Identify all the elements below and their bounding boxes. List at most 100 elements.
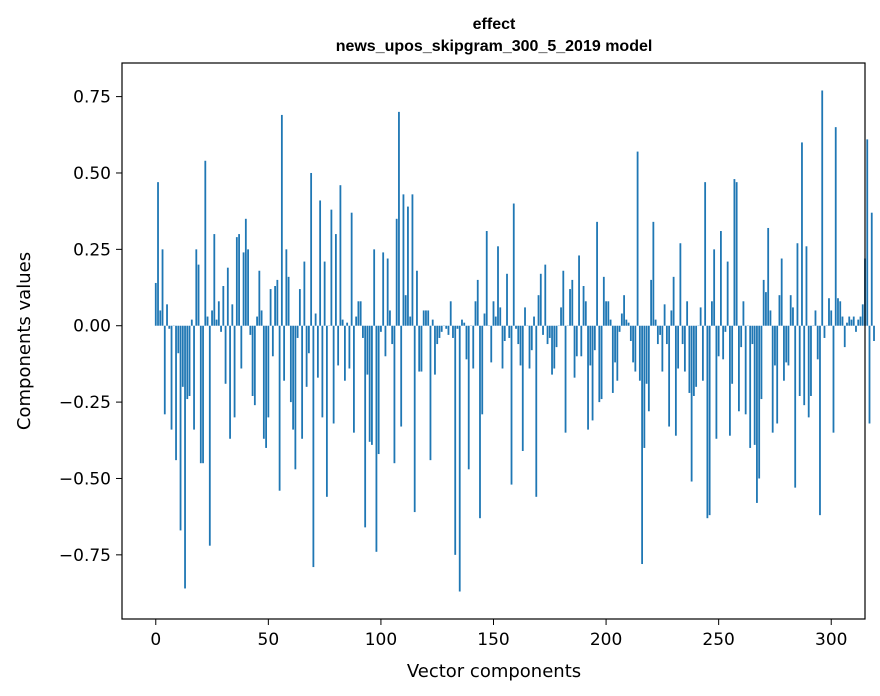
- bar: [834, 127, 837, 326]
- bar: [785, 325, 788, 363]
- bar: [765, 292, 767, 326]
- bar: [413, 325, 416, 513]
- bar: [593, 325, 596, 351]
- bar: [312, 325, 315, 568]
- bar: [377, 325, 380, 455]
- y-tick-label: 0.00: [73, 317, 111, 337]
- bar: [848, 316, 851, 326]
- bar: [298, 289, 301, 326]
- bar: [819, 325, 821, 516]
- bar: [395, 218, 398, 326]
- bar: [404, 295, 407, 326]
- bar: [422, 310, 425, 326]
- bar: [758, 325, 761, 479]
- bar: [692, 325, 695, 396]
- bar: [497, 246, 499, 326]
- bar: [285, 249, 288, 326]
- bar: [668, 325, 671, 427]
- bar: [539, 273, 542, 326]
- bar: [553, 325, 556, 369]
- bar: [720, 231, 722, 326]
- bar: [524, 307, 526, 326]
- bar: [814, 310, 817, 326]
- bar: [492, 301, 495, 326]
- bar: [861, 304, 864, 326]
- bar: [533, 316, 535, 326]
- bar: [456, 325, 459, 329]
- bar: [742, 301, 745, 326]
- bar: [627, 322, 630, 326]
- x-tick-label: 200: [590, 630, 622, 650]
- bar: [868, 325, 871, 424]
- bar: [665, 325, 668, 345]
- bar: [798, 325, 801, 396]
- bar: [810, 325, 812, 396]
- bar: [828, 298, 830, 326]
- bar: [463, 322, 466, 326]
- bar: [722, 325, 725, 360]
- bar: [584, 301, 587, 326]
- bar: [411, 194, 414, 326]
- bar: [587, 325, 589, 430]
- bar: [774, 325, 776, 366]
- bar: [445, 325, 448, 329]
- bar: [452, 325, 454, 338]
- bar: [260, 310, 263, 326]
- bar: [542, 325, 544, 335]
- bar: [805, 246, 808, 326]
- bar: [353, 325, 355, 433]
- bar: [355, 316, 358, 326]
- bar: [154, 282, 157, 326]
- bar: [634, 325, 637, 372]
- bar: [596, 221, 598, 326]
- bar: [303, 261, 306, 326]
- bar: [289, 325, 292, 403]
- bar: [319, 200, 322, 326]
- bar: [510, 325, 513, 485]
- bar: [636, 151, 639, 326]
- bar: [416, 270, 418, 326]
- bar: [706, 325, 709, 519]
- bar: [321, 325, 324, 418]
- bar: [287, 276, 290, 326]
- bar: [701, 325, 704, 381]
- bar: [620, 313, 623, 326]
- bar: [801, 142, 803, 326]
- bar: [715, 325, 718, 439]
- bar: [386, 258, 389, 326]
- bar: [614, 325, 616, 363]
- bar: [555, 325, 558, 348]
- bar: [330, 209, 333, 326]
- bar: [389, 310, 391, 326]
- bar: [679, 243, 682, 326]
- bar: [436, 325, 439, 345]
- bar: [841, 316, 844, 326]
- bar: [780, 258, 783, 326]
- bar: [325, 325, 328, 497]
- bar: [348, 325, 351, 369]
- bar: [499, 307, 502, 326]
- bar: [242, 252, 245, 326]
- bar: [589, 325, 592, 366]
- bar: [530, 325, 533, 351]
- bar: [832, 325, 835, 433]
- bar: [244, 218, 247, 326]
- bar: [166, 304, 168, 326]
- bar: [519, 325, 522, 366]
- bar: [384, 325, 387, 357]
- bar: [213, 234, 216, 326]
- bar: [337, 325, 340, 366]
- bar: [582, 286, 585, 326]
- bar: [229, 325, 231, 439]
- bar: [474, 301, 477, 326]
- bar: [756, 325, 758, 503]
- bar: [564, 325, 567, 433]
- bar: [852, 316, 855, 326]
- bar: [362, 325, 364, 338]
- y-tick-label: −0.50: [59, 469, 111, 489]
- bar: [157, 182, 159, 326]
- bar: [190, 319, 193, 326]
- plot-frame: [121, 62, 866, 620]
- bar: [481, 325, 484, 415]
- x-axis-label: Vector components: [407, 661, 581, 682]
